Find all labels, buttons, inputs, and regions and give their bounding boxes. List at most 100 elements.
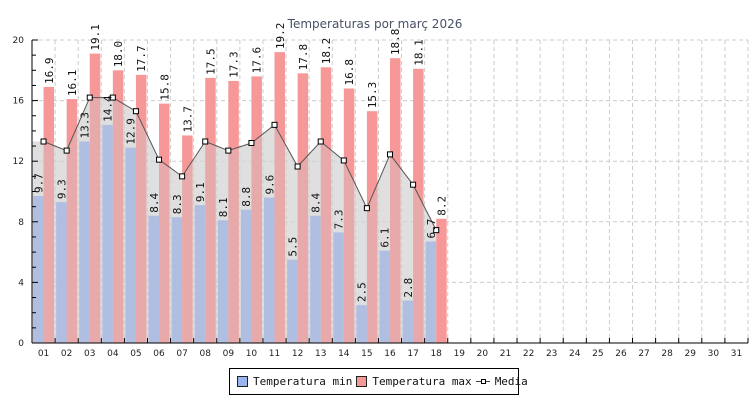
label-max: 17.8: [297, 44, 310, 71]
mean-point: [40, 138, 47, 145]
legend-swatch-min: [237, 376, 248, 387]
mean-point: [294, 163, 301, 170]
bar-min: [79, 141, 90, 343]
y-tick-label: 20: [13, 36, 25, 46]
label-min: 9.6: [263, 175, 276, 195]
legend-item-min: Temperatura min: [237, 375, 352, 388]
legend-swatch-max: [356, 376, 368, 387]
x-tick-label: 12: [292, 349, 303, 359]
label-max: 19.1: [89, 24, 102, 51]
bar-max: [182, 135, 193, 343]
mean-line: [40, 94, 440, 234]
x-tick-label: 01: [38, 349, 49, 359]
x-tick-label: 21: [500, 349, 511, 359]
mean-point: [317, 138, 324, 145]
y-tick-label: 0: [18, 339, 24, 349]
x-tick-label: 10: [246, 349, 258, 359]
label-min: 7.3: [333, 210, 346, 230]
bar-max: [436, 218, 447, 343]
bar-min: [217, 220, 229, 343]
mean-point: [248, 140, 255, 147]
mean-point: [132, 108, 139, 115]
bar-min: [33, 196, 44, 343]
bar-min: [333, 232, 344, 343]
y-tick-label: 4: [18, 278, 24, 288]
x-tick-label: 17: [407, 349, 418, 359]
x-tick-label: 02: [61, 349, 72, 359]
label-min: 8.4: [148, 192, 161, 212]
bar-max: [390, 58, 401, 344]
label-max: 13.7: [181, 106, 194, 133]
label-max: 18.1: [412, 39, 425, 66]
mean-point: [363, 205, 370, 212]
bar-min: [194, 205, 206, 343]
label-min: 6.1: [379, 228, 392, 248]
label-min: 8.3: [171, 194, 184, 214]
x-tick-label: 20: [477, 349, 489, 359]
mean-line-path: [43, 97, 437, 231]
x-tick-label: 09: [223, 349, 235, 359]
bar-max: [89, 53, 101, 343]
bar-min: [425, 241, 437, 343]
x-tick-label: 29: [685, 349, 697, 359]
x-tick-label: 26: [615, 349, 627, 359]
bar-min: [264, 197, 275, 343]
label-max: 17.3: [228, 51, 241, 77]
bar-max: [159, 103, 170, 343]
bar-min: [287, 259, 298, 343]
mean-point: [225, 147, 232, 154]
label-min: 2.5: [356, 282, 369, 302]
x-tick-label: 25: [592, 349, 603, 359]
label-min: 8.4: [309, 192, 322, 212]
label-max: 16.9: [43, 57, 56, 84]
bars: [32, 52, 447, 344]
legend-label-min: Temperatura min: [253, 375, 353, 388]
label-min: 8.8: [240, 187, 253, 207]
x-tick-label: 23: [546, 349, 557, 359]
label-min: 12.9: [125, 118, 138, 145]
bar-max: [274, 52, 286, 344]
y-tick-label: 8: [18, 218, 24, 228]
bar-max: [228, 80, 239, 343]
y-tick-label: 16: [13, 97, 25, 107]
y-tick-label: 12: [13, 157, 24, 167]
x-tick-label: 07: [176, 349, 187, 359]
bar-max: [297, 73, 309, 343]
label-max: 18.2: [320, 38, 333, 65]
label-min: 2.8: [402, 278, 415, 298]
label-max: 15.8: [158, 74, 171, 101]
bar-max: [320, 67, 332, 344]
label-min: 8.1: [217, 197, 230, 217]
mean-area-overlay: [32, 97, 437, 343]
bar-min: [310, 215, 321, 343]
bar-max: [366, 111, 378, 343]
mean-point: [156, 156, 163, 163]
legend: Temperatura min Temperatura max Media: [229, 368, 528, 395]
bar-max: [66, 99, 78, 344]
legend-item-media: Media: [475, 375, 528, 388]
mean-point: [109, 94, 116, 101]
bar-max: [251, 76, 262, 344]
bar-min: [402, 300, 414, 343]
legend-item-max: Temperatura max: [356, 375, 472, 388]
bar-max: [112, 70, 124, 344]
x-tick-label: 24: [569, 349, 581, 359]
x-tick-label: 06: [153, 349, 165, 359]
chart-title: Temperaturas por març 2026: [287, 17, 463, 31]
label-min: 9.7: [32, 173, 45, 193]
x-tick-label: 14: [338, 349, 350, 359]
bar-min: [56, 202, 67, 343]
legend-line-marker-icon: [475, 376, 490, 387]
label-max: 19.2: [274, 23, 287, 50]
x-tick-label: 04: [107, 349, 119, 359]
legend-label-max: Temperatura max: [372, 375, 472, 388]
legend-label-media: Media: [494, 375, 528, 388]
x-tick-label: 19: [454, 349, 466, 359]
label-max: 17.5: [204, 48, 217, 75]
bar-min: [171, 217, 183, 343]
mean-point: [179, 173, 186, 180]
x-tick-label: 11: [269, 349, 280, 359]
bar-max: [413, 68, 424, 343]
label-max: 18.8: [389, 29, 402, 56]
mean-point: [202, 138, 209, 145]
